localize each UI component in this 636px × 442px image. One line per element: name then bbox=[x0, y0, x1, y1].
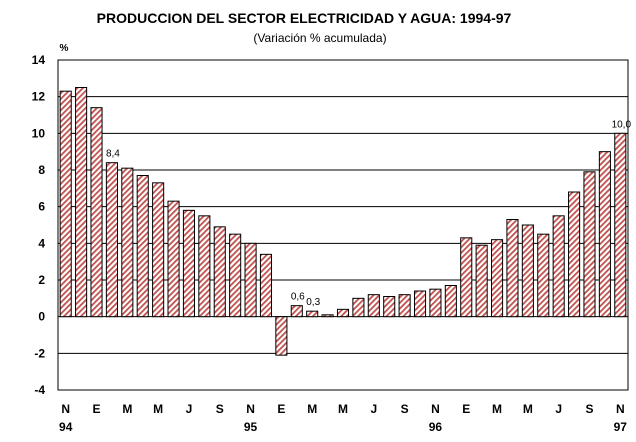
x-tick-label: S bbox=[585, 402, 593, 416]
x-tick-label: M bbox=[307, 402, 317, 416]
data-label: 8,4 bbox=[106, 149, 120, 160]
plot-frame bbox=[57, 59, 629, 391]
y-tick-label: -4 bbox=[34, 383, 45, 397]
y-tick-label: 6 bbox=[38, 200, 45, 214]
y-axis-unit-label: % bbox=[60, 43, 69, 54]
bar bbox=[506, 219, 519, 318]
bar bbox=[90, 107, 103, 318]
bar bbox=[152, 182, 165, 318]
x-tick-label: J bbox=[555, 402, 562, 416]
x-tick-label: M bbox=[492, 402, 502, 416]
bar bbox=[306, 310, 319, 318]
bar bbox=[167, 200, 180, 318]
x-tick-label: E bbox=[93, 402, 101, 416]
bar bbox=[444, 285, 457, 318]
bar bbox=[105, 162, 118, 318]
bar bbox=[598, 151, 611, 318]
bar bbox=[244, 242, 257, 318]
data-label: 0,6 bbox=[291, 292, 305, 303]
bar bbox=[213, 226, 226, 318]
data-labels: 8,4 0,6 0,3 10,0 bbox=[106, 119, 631, 308]
x-tick-label: M bbox=[153, 402, 163, 416]
bars bbox=[59, 87, 627, 356]
bar bbox=[182, 209, 195, 318]
x-tick-label: N bbox=[431, 402, 440, 416]
bar bbox=[475, 244, 488, 318]
year-label: 94 bbox=[59, 420, 73, 434]
y-tick-label: 10 bbox=[32, 126, 46, 140]
x-tick-label: M bbox=[338, 402, 348, 416]
x-tick-label: E bbox=[462, 402, 470, 416]
chart-title: PRODUCCION DEL SECTOR ELECTRICIDAD Y AGU… bbox=[97, 10, 512, 26]
bar bbox=[583, 171, 596, 318]
bar bbox=[136, 175, 149, 318]
bar bbox=[367, 294, 380, 318]
bar bbox=[198, 215, 211, 318]
y-tick-label: 12 bbox=[32, 90, 46, 104]
y-tick-labels: -4 -2 0 2 4 6 8 10 12 14 bbox=[32, 53, 46, 397]
y-tick-label: 14 bbox=[32, 53, 46, 67]
data-label: 0,3 bbox=[306, 297, 320, 308]
bar bbox=[460, 237, 473, 318]
y-tick-label: 4 bbox=[38, 236, 45, 250]
bar bbox=[59, 90, 72, 318]
y-tick-label: -2 bbox=[34, 346, 45, 360]
bar bbox=[75, 87, 88, 318]
bar bbox=[121, 167, 134, 318]
chart-subtitle: (Variación % acumulada) bbox=[253, 31, 386, 45]
bar bbox=[614, 132, 627, 318]
bar bbox=[398, 294, 411, 318]
bar bbox=[259, 253, 273, 318]
year-label: 95 bbox=[244, 420, 258, 434]
year-label: 97 bbox=[614, 420, 628, 434]
bar bbox=[383, 296, 396, 318]
bar bbox=[321, 314, 334, 318]
bar bbox=[552, 215, 565, 318]
x-tick-label: M bbox=[523, 402, 533, 416]
y-tick-label: 0 bbox=[38, 310, 45, 324]
x-tick-label: N bbox=[61, 402, 70, 416]
bar bbox=[352, 297, 365, 318]
bar bbox=[491, 239, 504, 318]
bar bbox=[568, 191, 581, 318]
bar bbox=[521, 224, 534, 318]
bar bbox=[275, 316, 288, 356]
data-label: 10,0 bbox=[612, 119, 632, 130]
x-tick-label: J bbox=[370, 402, 377, 416]
bar bbox=[290, 305, 303, 318]
y-tick-label: 8 bbox=[38, 163, 45, 177]
x-tick-label: E bbox=[277, 402, 285, 416]
y-tick-label: 2 bbox=[38, 273, 45, 287]
x-tick-label: S bbox=[401, 402, 409, 416]
x-tick-label: N bbox=[246, 402, 255, 416]
bar bbox=[229, 233, 242, 318]
x-tick-label: J bbox=[186, 402, 193, 416]
x-tick-label: N bbox=[616, 402, 625, 416]
bar bbox=[429, 288, 442, 318]
bar bbox=[336, 308, 350, 318]
x-tick-label: M bbox=[122, 402, 132, 416]
year-label: 96 bbox=[429, 420, 443, 434]
bar bbox=[413, 290, 427, 318]
bar bbox=[537, 233, 550, 318]
x-tick-label: S bbox=[216, 402, 224, 416]
year-labels: 94 95 96 97 bbox=[59, 420, 627, 434]
